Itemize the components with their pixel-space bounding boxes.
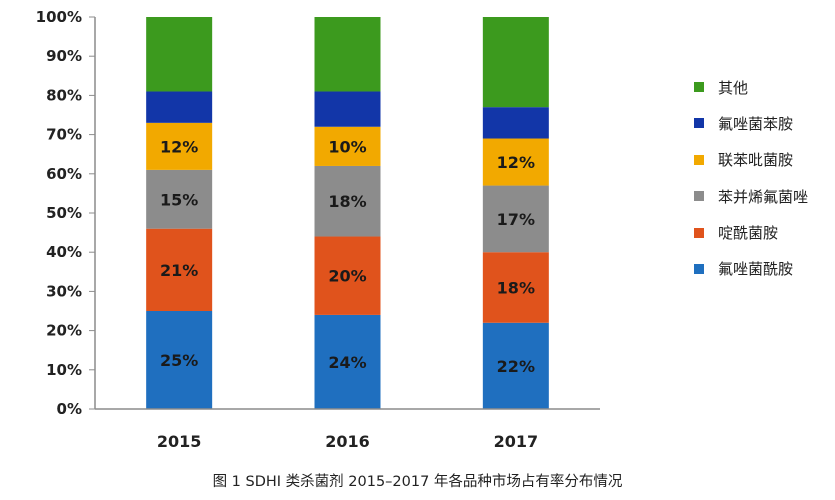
legend-label-fluxapyroxad-aniline: 氟唑菌苯胺 (718, 114, 794, 133)
bar-segment (482, 138, 549, 186)
legend-item-fluxapyroxad: 氟唑菌酰胺 (694, 254, 808, 284)
x-tick-label: 2015 (157, 432, 202, 451)
bar-segment (482, 252, 549, 323)
y-tick-label: 10% (46, 361, 82, 379)
bar-segment (314, 236, 381, 315)
legend-item-fluxapyroxad-aniline: 氟唑菌苯胺 (694, 108, 808, 138)
legend-swatch-bixafen (694, 154, 704, 165)
y-tick-label: 0% (57, 400, 82, 418)
data-label: 10% (328, 137, 366, 156)
data-label: 21% (160, 261, 198, 280)
legend: 其他 氟唑菌苯胺 联苯吡菌胺 苯并烯氟菌唑 啶酰菌胺 氟唑菌酰胺 (694, 72, 808, 290)
legend-item-bixafen: 联苯吡菌胺 (694, 145, 808, 175)
legend-label-boscalid: 啶酰菌胺 (718, 224, 779, 243)
legend-item-benzovindiflupyr: 苯并烯氟菌唑 (694, 181, 808, 211)
legend-swatch-other (694, 82, 704, 92)
bar-segment (146, 17, 213, 92)
stacked-bar-chart: 0% 10% 20% 30% 40% 50% 60% 70% 80% 90% 100% 25% 21% 1… (36, 8, 600, 451)
legend-swatch-fluxapyroxad (694, 263, 704, 274)
bar-segment (314, 17, 381, 92)
data-label: 12% (160, 137, 198, 156)
x-tick-label: 2016 (325, 432, 370, 451)
bar-segment (482, 322, 549, 409)
bar-segment (314, 91, 381, 127)
data-label: 25% (160, 351, 198, 370)
legend-swatch-boscalid (694, 227, 704, 238)
y-tick-label: 60% (46, 165, 82, 183)
bar-segment (146, 122, 213, 170)
y-tick-label: 20% (46, 322, 82, 340)
bar-segment (146, 169, 213, 229)
legend-item-other: 其他 (694, 72, 808, 102)
bar-segment (314, 126, 381, 166)
data-label: 12% (497, 153, 535, 172)
legend-swatch-fluxapyroxad-aniline (694, 118, 704, 129)
bar-segment (482, 17, 549, 108)
y-tick-label: 90% (46, 47, 82, 65)
x-tick-label: 2017 (494, 432, 539, 451)
data-label: 24% (328, 353, 366, 372)
y-tick-label: 40% (46, 243, 82, 261)
data-label: 18% (497, 278, 535, 297)
bar-segment (146, 228, 213, 311)
y-tick-label: 70% (46, 126, 82, 144)
legend-label-other: 其他 (718, 78, 749, 97)
legend-label-fluxapyroxad: 氟唑菌酰胺 (718, 260, 794, 279)
y-tick-label: 50% (46, 204, 82, 222)
y-tick-label: 30% (46, 282, 82, 300)
legend-label-bixafen: 联苯吡菌胺 (718, 151, 794, 170)
data-label: 18% (328, 192, 366, 211)
data-label: 20% (328, 267, 366, 286)
legend-label-benzovindiflupyr: 苯并烯氟菌唑 (718, 187, 809, 206)
figure-caption: 图 1 SDHI 类杀菌剂 2015–2017 年各品种市场占有率分布情况 (212, 474, 623, 490)
bar-segment (482, 107, 549, 139)
data-label: 15% (160, 190, 198, 209)
bar-segment (482, 185, 549, 253)
data-label: 22% (497, 357, 535, 376)
bar-segment (146, 311, 213, 409)
bar-segment (314, 314, 381, 409)
data-label: 17% (497, 210, 535, 229)
bar-segment (146, 91, 213, 123)
legend-item-boscalid: 啶酰菌胺 (694, 218, 808, 248)
y-tick-label: 100% (36, 8, 82, 26)
y-tick-label: 80% (46, 86, 82, 104)
legend-swatch-benzovindiflupyr (694, 191, 704, 202)
bar-segment (314, 165, 381, 237)
